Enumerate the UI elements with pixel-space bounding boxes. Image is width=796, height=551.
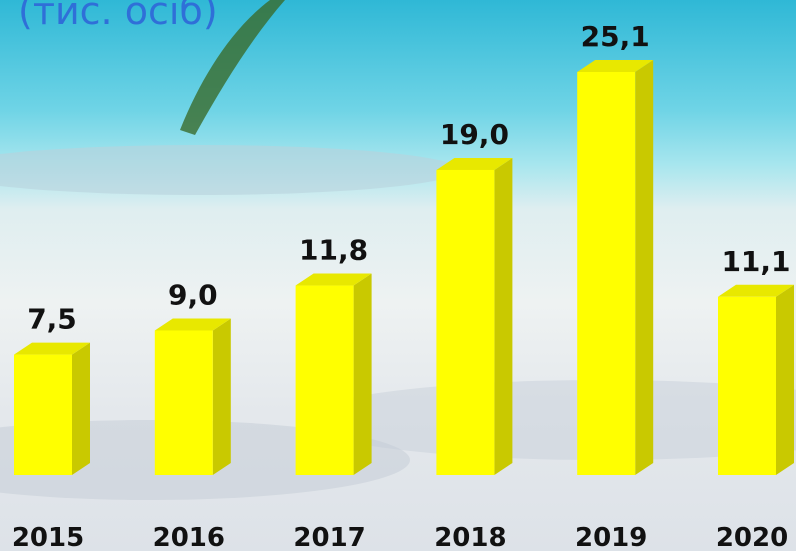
bar [718,297,776,475]
bar [436,170,494,475]
chart-title: (тис. осіб) [18,0,218,33]
chart-page: (тис. осіб) 7,5 2015 9,0 2016 11,8 2017 19,0 20… [0,0,796,551]
bar-side [635,60,653,475]
bar [296,286,354,475]
x-tick-label: 2020 [716,523,788,551]
value-label: 11,8 [299,234,368,267]
background [0,0,796,500]
value-label: 11,1 [721,245,790,278]
x-tick-label: 2016 [153,523,225,551]
x-tick-label: 2017 [293,523,365,551]
value-label: 9,0 [168,278,218,311]
value-label: 19,0 [440,118,509,151]
bar-side [213,318,231,475]
value-label: 7,5 [27,303,77,336]
bar-side [776,285,794,475]
value-label: 25,1 [581,20,650,53]
bar-side [72,343,90,475]
chart: (тис. осіб) 7,5 2015 9,0 2016 11,8 2017 19,0 20… [0,0,796,551]
bar [155,330,213,475]
shadow [0,145,460,195]
x-tick-label: 2018 [434,523,506,551]
x-tick-label: 2015 [12,523,84,551]
bar [577,72,635,475]
bar-side [494,158,512,475]
bar-side [354,274,372,475]
x-tick-label: 2019 [575,523,647,551]
bar [14,355,72,475]
